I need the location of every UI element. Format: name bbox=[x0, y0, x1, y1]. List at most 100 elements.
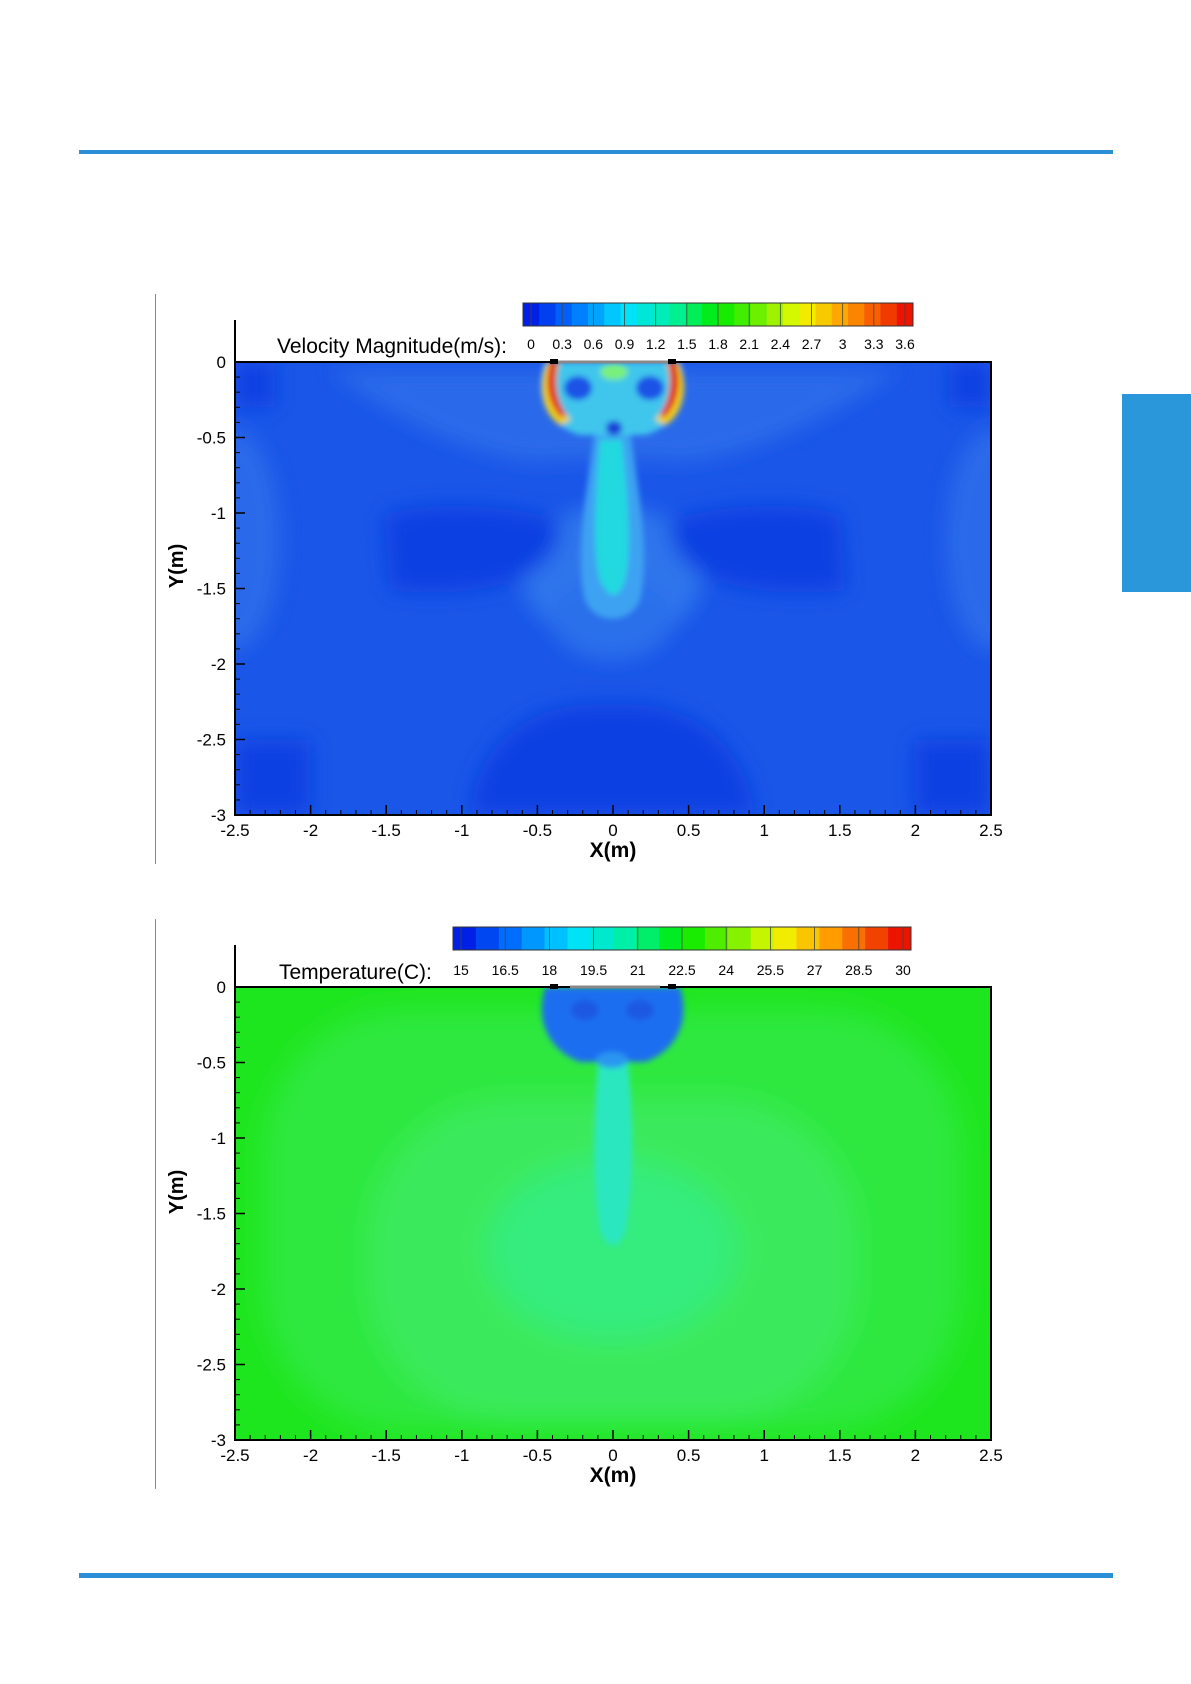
colorbar-label: 0.9 bbox=[615, 336, 635, 352]
colorbar-swatch bbox=[888, 927, 912, 950]
velocity-contour-chart: 0 0.3 0.6 0.9 1.2 1.5 1.8 2.1 2.4 2.7 3 3.3 3.6 Velo… bbox=[166, 302, 1003, 862]
colorbar-label: 3.6 bbox=[895, 336, 915, 352]
colorbar-label: 24 bbox=[718, 962, 734, 978]
colorbar-label: 15 bbox=[453, 962, 469, 978]
y-tick-label: -3 bbox=[211, 1431, 226, 1450]
y-tick-label: -3 bbox=[211, 806, 226, 825]
y-axis-label: Y(m) bbox=[166, 1170, 188, 1214]
x-tick-label: -1.5 bbox=[372, 1446, 401, 1465]
x-tick-label: -2.5 bbox=[220, 821, 249, 840]
colorbar-swatch bbox=[864, 303, 881, 326]
colorbar-label: 2.7 bbox=[802, 336, 822, 352]
colorbar-label: 25.5 bbox=[757, 962, 784, 978]
colorbar-swatch bbox=[588, 303, 605, 326]
colorbar-swatch bbox=[682, 927, 706, 950]
inlet-marker-right bbox=[668, 984, 676, 989]
colorbar-label: 3 bbox=[839, 336, 847, 352]
colorbar-label: 16.5 bbox=[492, 962, 519, 978]
colorbar-swatch bbox=[685, 303, 703, 326]
x-tick-label: -0.5 bbox=[523, 1446, 552, 1465]
colorbar-swatch bbox=[604, 303, 621, 326]
x-tick-label: -2 bbox=[303, 821, 318, 840]
y-tick-label: -1.5 bbox=[197, 580, 226, 599]
x-tick-label: 0 bbox=[608, 821, 617, 840]
panel-divider-line bbox=[155, 919, 156, 1489]
chapter-side-tab bbox=[1122, 394, 1191, 592]
colorbar-swatch bbox=[636, 927, 660, 950]
temperature-field bbox=[235, 987, 991, 1440]
y-ticks: 0 -0.5 -1 -1.5 -2 -2.5 -3 bbox=[197, 978, 245, 1450]
colorbar-swatch bbox=[669, 303, 686, 326]
colorbar-label: 3.3 bbox=[864, 336, 884, 352]
colorbar-label: 22.5 bbox=[668, 962, 695, 978]
x-tick-label: 1.5 bbox=[828, 821, 852, 840]
header-rule bbox=[79, 150, 1113, 154]
colorbar-label: 21 bbox=[630, 962, 646, 978]
footer-rule bbox=[79, 1573, 1113, 1578]
y-tick-label: -1 bbox=[211, 1129, 226, 1148]
y-tick-label: 0 bbox=[217, 353, 226, 372]
velocity-field bbox=[235, 362, 991, 815]
x-tick-label: 1 bbox=[759, 1446, 768, 1465]
colorbar-swatch bbox=[704, 927, 729, 950]
colorbar-label: 1.8 bbox=[708, 336, 728, 352]
colorbar-swatch bbox=[734, 303, 751, 326]
colorbar-label: 0.6 bbox=[584, 336, 604, 352]
colorbar-label: 30 bbox=[895, 962, 911, 978]
colorbar-swatch bbox=[815, 303, 833, 326]
colorbar-swatch bbox=[783, 303, 800, 326]
x-tick-label: -2 bbox=[303, 1446, 318, 1465]
colorbar-swatch bbox=[842, 927, 866, 950]
colorbar-swatch bbox=[773, 927, 797, 950]
chart-title: Velocity Magnitude(m/s): bbox=[277, 335, 507, 358]
colorbar-label: 27 bbox=[807, 962, 823, 978]
colorbar-swatch bbox=[539, 303, 556, 326]
x-tick-label: 2 bbox=[911, 821, 920, 840]
panel-divider-line bbox=[155, 294, 156, 864]
colorbar-swatch bbox=[613, 927, 637, 950]
temperature-colorbar-labels: 15 16.5 18 19.5 21 22.5 24 25.5 27 28.5 30 bbox=[453, 962, 911, 978]
inlet-marker-right bbox=[668, 359, 676, 364]
temperature-contour-chart: 15 16.5 18 19.5 21 22.5 24 25.5 27 28.5 30 Tempera… bbox=[166, 926, 1003, 1487]
colorbar-label: 28.5 bbox=[845, 962, 872, 978]
colorbar-swatch bbox=[571, 303, 589, 326]
colorbar-swatch bbox=[750, 927, 775, 950]
colorbar-swatch bbox=[498, 927, 523, 950]
colorbar-swatch bbox=[718, 303, 735, 326]
x-tick-label: -2.5 bbox=[220, 1446, 249, 1465]
x-tick-label: 0 bbox=[608, 1446, 617, 1465]
x-tick-label: 1 bbox=[759, 821, 768, 840]
colorbar-swatch bbox=[544, 927, 568, 950]
colorbar-swatch bbox=[819, 927, 843, 950]
x-tick-label: 0.5 bbox=[677, 821, 701, 840]
velocity-colorbar-labels: 0 0.3 0.6 0.9 1.2 1.5 1.8 2.1 2.4 2.7 3 3.3 3.6 bbox=[527, 336, 915, 352]
x-tick-label: -0.5 bbox=[523, 821, 552, 840]
y-ticks: 0 -0.5 -1 -1.5 -2 -2.5 -3 bbox=[197, 353, 245, 825]
y-tick-label: -1 bbox=[211, 504, 226, 523]
colorbar-swatch bbox=[659, 927, 683, 950]
x-tick-label: 1.5 bbox=[828, 1446, 852, 1465]
colorbar-label: 0.3 bbox=[552, 336, 572, 352]
y-axis-label: Y(m) bbox=[166, 544, 188, 588]
colorbar-swatch bbox=[590, 927, 614, 950]
colorbar-label: 1.5 bbox=[677, 336, 697, 352]
inlet-marker-left bbox=[550, 984, 558, 989]
colorbar-swatch bbox=[831, 303, 849, 326]
x-tick-label: 2 bbox=[911, 1446, 920, 1465]
colorbar-swatch bbox=[848, 303, 865, 326]
temperature-colorbar bbox=[452, 926, 912, 951]
colorbar-label: 0 bbox=[527, 336, 535, 352]
colorbar-swatch bbox=[766, 303, 784, 326]
x-tick-label: 2.5 bbox=[979, 821, 1003, 840]
y-tick-label: -0.5 bbox=[197, 429, 226, 448]
colorbar-swatch bbox=[727, 927, 752, 950]
x-tick-label: 2.5 bbox=[979, 1446, 1003, 1465]
x-tick-label: -1 bbox=[454, 1446, 469, 1465]
colorbar-swatch bbox=[567, 927, 591, 950]
colorbar-swatch bbox=[475, 927, 500, 950]
x-axis-label: X(m) bbox=[590, 1464, 637, 1487]
y-tick-label: 0 bbox=[217, 978, 226, 997]
colorbar-swatch bbox=[555, 303, 573, 326]
x-ticks: -2.5 -2 -1.5 -1 -0.5 0 0.5 1 1.5 2 2.5 bbox=[220, 805, 1003, 840]
colorbar-swatch bbox=[521, 927, 546, 950]
